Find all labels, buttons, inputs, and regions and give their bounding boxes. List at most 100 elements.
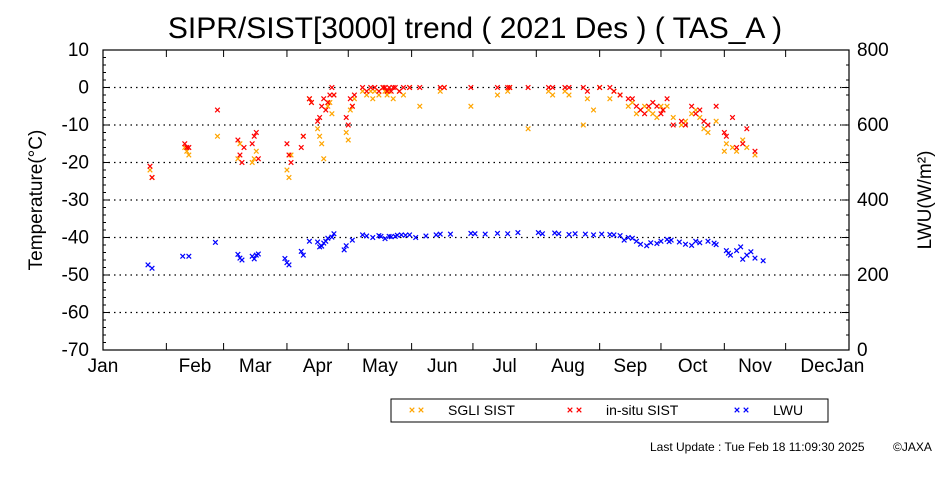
data-point	[345, 137, 351, 143]
data-point	[637, 107, 644, 113]
data-point	[494, 92, 501, 98]
data-point	[406, 84, 413, 91]
data-point	[239, 257, 245, 263]
data-point	[670, 122, 676, 128]
data-point	[590, 232, 597, 238]
data-point	[697, 114, 703, 121]
data-point	[300, 133, 307, 139]
data-point	[697, 107, 703, 113]
data-point	[551, 230, 558, 236]
data-point	[668, 237, 674, 243]
y2-tick-label: 400	[857, 190, 889, 211]
data-point	[625, 234, 631, 241]
data-point	[664, 103, 670, 109]
data-point	[629, 235, 636, 241]
x-tick-label: Jul	[492, 356, 516, 377]
data-point	[729, 114, 736, 121]
data-point	[392, 84, 398, 91]
data-point	[417, 103, 423, 109]
data-point	[660, 107, 666, 113]
data-point	[363, 88, 370, 94]
data-point	[701, 126, 707, 132]
copyright-text: ©JAXA	[893, 440, 932, 454]
x-tick-label: Apr	[303, 356, 333, 377]
data-point	[472, 231, 478, 237]
data-point	[727, 252, 734, 258]
legend-label: in-situ SIST	[606, 402, 679, 418]
legend-label: LWU	[773, 402, 803, 418]
data-point	[388, 88, 394, 94]
data-point	[637, 241, 644, 247]
data-point	[701, 118, 707, 124]
data-point	[314, 239, 321, 245]
data-point	[306, 96, 313, 102]
data-point	[580, 122, 587, 128]
data-point	[566, 231, 572, 238]
data-point	[186, 152, 192, 158]
data-point	[314, 126, 321, 132]
data-point	[372, 84, 378, 91]
x-tick-label: Dec	[800, 356, 834, 377]
data-point	[249, 141, 255, 147]
data-point	[382, 235, 388, 242]
data-point	[235, 137, 241, 143]
data-point	[713, 103, 719, 109]
data-point	[318, 243, 325, 249]
y-tick-label: -40	[62, 228, 89, 249]
data-point	[549, 92, 556, 98]
data-point	[249, 159, 255, 166]
x-tick-label: Oct	[678, 356, 708, 377]
data-point	[235, 156, 241, 162]
data-point	[705, 122, 711, 128]
data-point	[739, 141, 746, 147]
x-tick-label: Jan	[88, 356, 119, 377]
data-point	[580, 84, 587, 91]
data-point	[412, 234, 419, 241]
data-point	[327, 92, 333, 98]
data-point	[658, 103, 664, 109]
axis-ticks: 100-10-20-30-40-50-60-708006004002000Jan…	[62, 40, 889, 377]
data-point	[186, 144, 192, 151]
data-point	[590, 107, 597, 113]
data-point	[433, 232, 439, 238]
legend-marker	[576, 407, 582, 413]
data-point	[654, 114, 660, 121]
data-point	[705, 129, 711, 136]
data-point	[349, 103, 356, 109]
data-point	[147, 163, 153, 169]
data-point	[705, 238, 711, 244]
data-point	[760, 258, 766, 264]
data-point	[504, 231, 511, 237]
data-point	[396, 88, 403, 94]
data-point	[255, 156, 262, 162]
data-point	[386, 84, 392, 91]
data-point	[390, 84, 396, 91]
data-point	[384, 88, 390, 94]
data-point	[251, 256, 257, 262]
x-tick-label: Jan	[834, 356, 865, 377]
data-point	[329, 111, 335, 117]
data-point	[251, 133, 257, 139]
data-point	[621, 237, 627, 243]
data-point	[329, 234, 335, 240]
data-point	[539, 231, 546, 237]
data-point	[331, 92, 337, 98]
data-point	[670, 114, 676, 121]
data-point	[723, 141, 730, 147]
data-point	[406, 232, 413, 238]
y-tick-label: -50	[62, 265, 89, 286]
data-point	[468, 103, 474, 109]
x-tick-label: Sep	[613, 356, 647, 377]
data-point	[494, 230, 501, 237]
data-point	[437, 84, 443, 91]
data-point	[654, 240, 660, 247]
data-point	[713, 118, 719, 124]
data-point	[341, 247, 347, 253]
data-point	[737, 244, 744, 250]
legend-box	[390, 398, 829, 423]
data-point	[325, 99, 331, 106]
x-tick-label: May	[362, 356, 398, 377]
data-point	[607, 84, 613, 91]
data-point	[545, 84, 552, 91]
data-point	[692, 111, 699, 117]
